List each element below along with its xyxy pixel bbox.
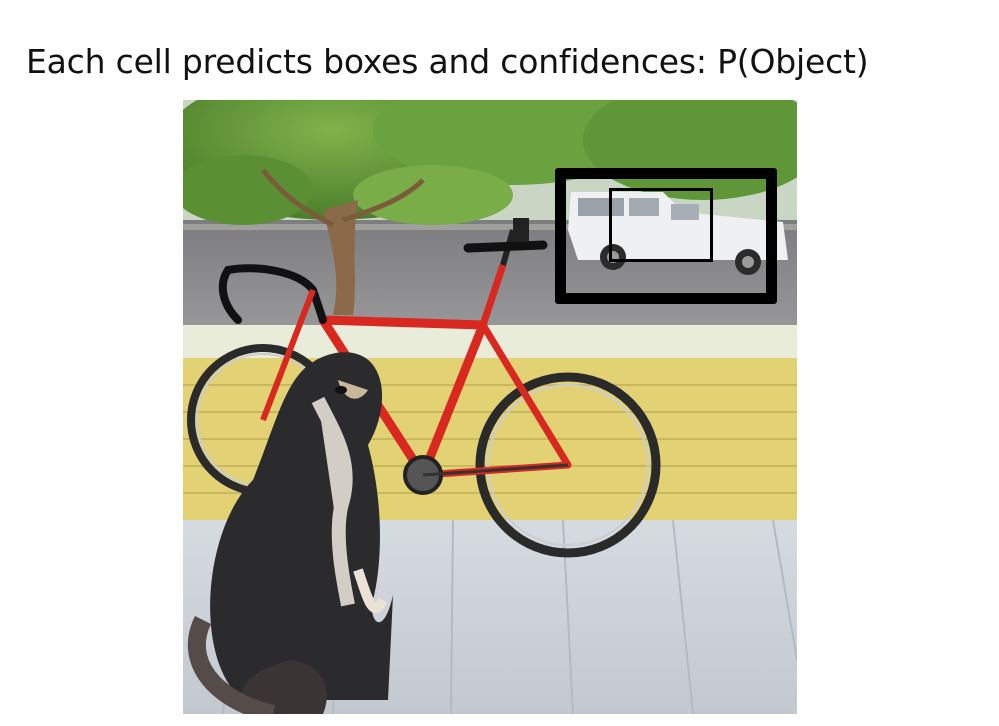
car: [568, 192, 788, 275]
bounding-box-outer: [555, 168, 777, 304]
slide-title: Each cell predicts boxes and confidences…: [26, 42, 869, 81]
bounding-box-inner: [609, 188, 713, 262]
dog: [187, 352, 393, 714]
